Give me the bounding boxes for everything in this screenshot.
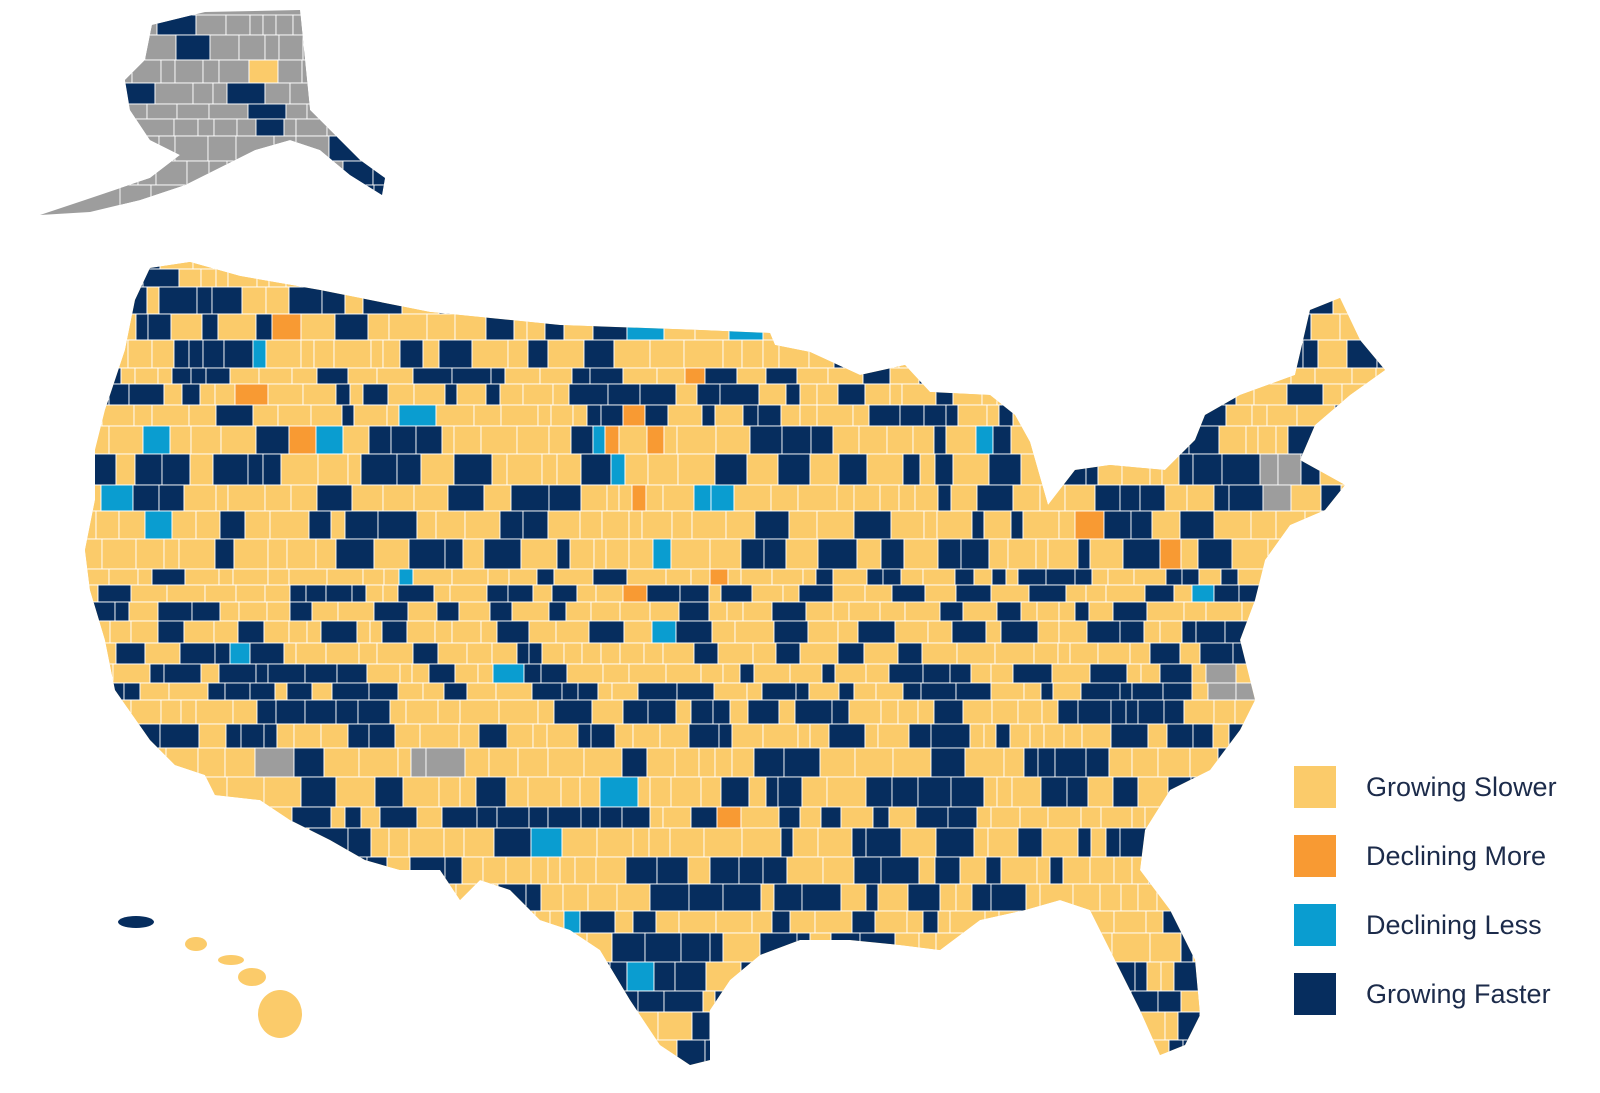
legend-item-growing-faster: Growing Faster <box>1294 973 1594 1015</box>
molokai-island <box>218 955 244 965</box>
legend-label-growing-faster: Growing Faster <box>1366 978 1551 1009</box>
legend-swatch-growing-faster <box>1294 973 1336 1015</box>
legend-label-declining-more: Declining More <box>1366 840 1547 871</box>
legend-swatch-declining-more <box>1294 835 1336 877</box>
legend-label-growing-slower: Growing Slower <box>1366 771 1557 802</box>
hawaii-region <box>118 916 302 1038</box>
alaska-region <box>40 10 385 215</box>
map-legend: Growing Slower Declining More Declining … <box>1294 766 1594 1042</box>
legend-item-declining-less: Declining Less <box>1294 904 1594 946</box>
contiguous-us-region <box>85 262 1385 1065</box>
big-island <box>258 990 302 1038</box>
kauai-island <box>118 916 154 928</box>
legend-swatch-declining-less <box>1294 904 1336 946</box>
oahu-island <box>185 937 207 951</box>
legend-item-growing-slower: Growing Slower <box>1294 766 1594 808</box>
maui-island <box>238 968 266 986</box>
legend-item-declining-more: Declining More <box>1294 835 1594 877</box>
legend-label-declining-less: Declining Less <box>1366 909 1542 940</box>
legend-swatch-growing-slower <box>1294 766 1336 808</box>
